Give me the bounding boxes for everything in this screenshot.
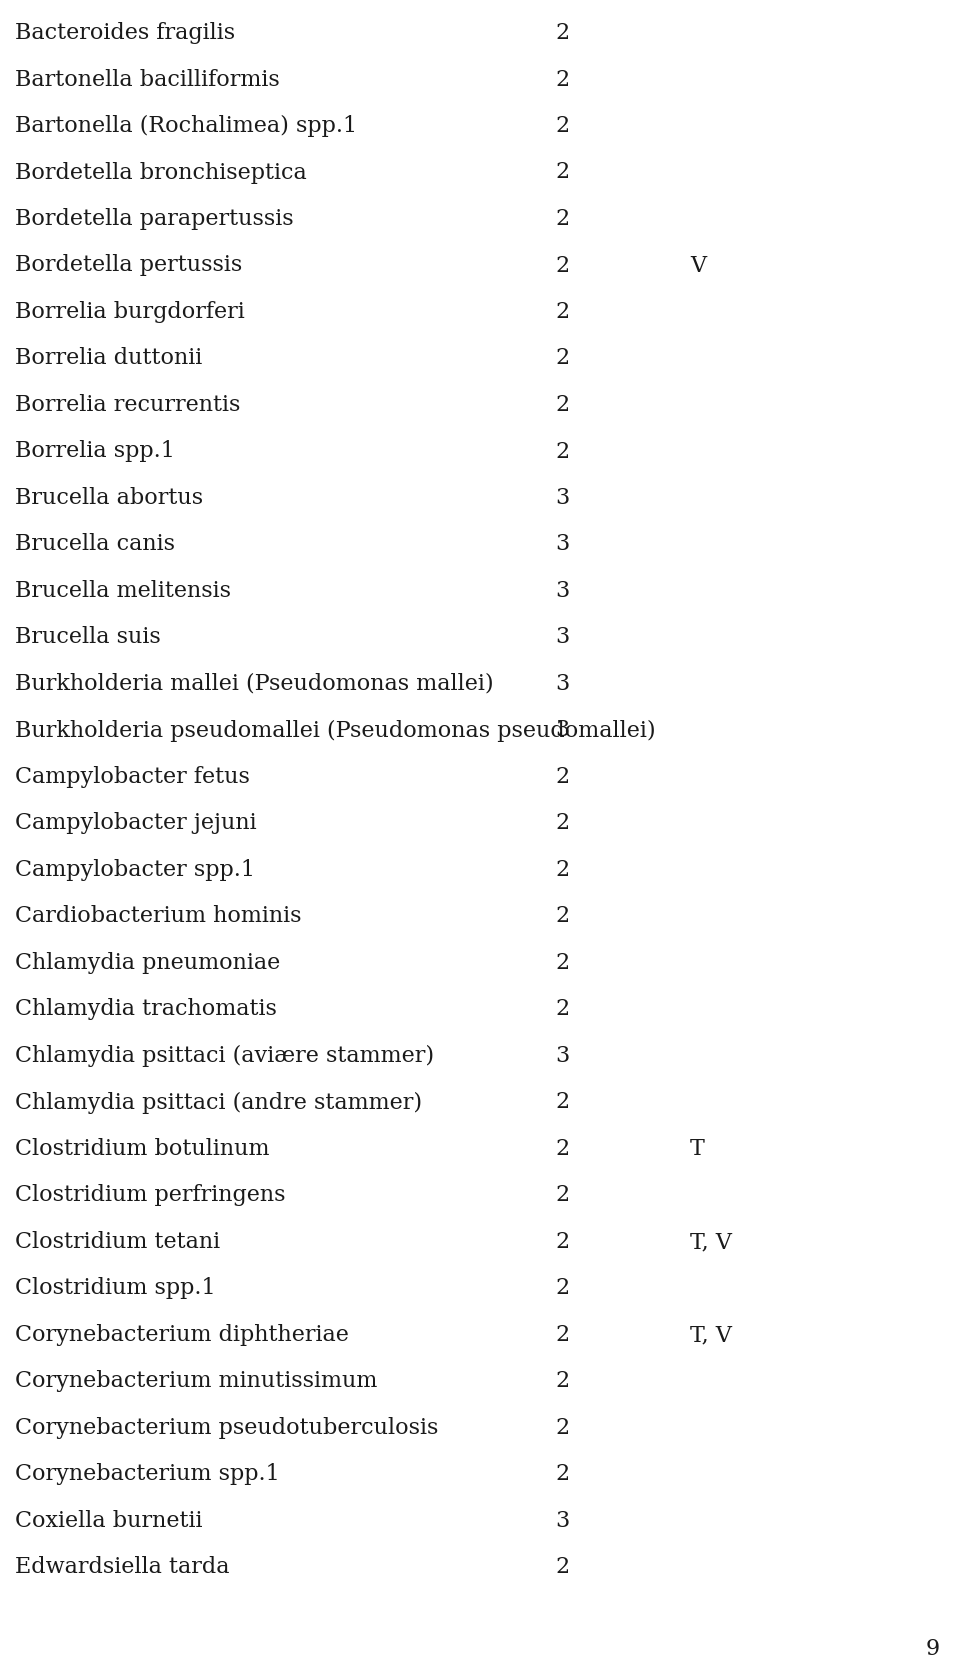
Text: 2: 2 [555,1137,569,1159]
Text: Brucella suis: Brucella suis [15,627,160,648]
Text: 2: 2 [555,858,569,880]
Text: 2: 2 [555,1184,569,1206]
Text: 2: 2 [555,1369,569,1391]
Text: 3: 3 [555,1509,569,1530]
Text: 3: 3 [555,580,569,601]
Text: 3: 3 [555,533,569,554]
Text: Campylobacter jejuni: Campylobacter jejuni [15,811,256,833]
Text: 2: 2 [555,1416,569,1438]
Text: 2: 2 [555,1324,569,1346]
Text: 9: 9 [925,1636,940,1660]
Text: Corynebacterium pseudotuberculosis: Corynebacterium pseudotuberculosis [15,1416,439,1438]
Text: 2: 2 [555,440,569,462]
Text: 2: 2 [555,161,569,183]
Text: 2: 2 [555,906,569,927]
Text: 3: 3 [555,1045,569,1067]
Text: Clostridium perfringens: Clostridium perfringens [15,1184,285,1206]
Text: Clostridium spp.1: Clostridium spp.1 [15,1277,216,1299]
Text: 3: 3 [555,627,569,648]
Text: 2: 2 [555,1090,569,1112]
Text: Corynebacterium minutissimum: Corynebacterium minutissimum [15,1369,377,1391]
Text: Corynebacterium spp.1: Corynebacterium spp.1 [15,1463,279,1485]
Text: 2: 2 [555,69,569,91]
Text: Brucella abortus: Brucella abortus [15,487,204,509]
Text: V: V [690,254,707,276]
Text: 2: 2 [555,254,569,276]
Text: 2: 2 [555,301,569,323]
Text: Campylobacter fetus: Campylobacter fetus [15,766,250,788]
Text: Bartonella bacilliformis: Bartonella bacilliformis [15,69,279,91]
Text: 2: 2 [555,1277,569,1299]
Text: T: T [690,1137,705,1159]
Text: Chlamydia pneumoniae: Chlamydia pneumoniae [15,951,280,973]
Text: Clostridium tetani: Clostridium tetani [15,1230,220,1252]
Text: Corynebacterium diphtheriae: Corynebacterium diphtheriae [15,1324,348,1346]
Text: 3: 3 [555,487,569,509]
Text: Chlamydia psittaci (andre stammer): Chlamydia psittaci (andre stammer) [15,1090,422,1112]
Text: Borrelia spp.1: Borrelia spp.1 [15,440,175,462]
Text: Chlamydia psittaci (aviære stammer): Chlamydia psittaci (aviære stammer) [15,1045,434,1067]
Text: Cardiobacterium hominis: Cardiobacterium hominis [15,906,301,927]
Text: Bordetella pertussis: Bordetella pertussis [15,254,242,276]
Text: Coxiella burnetii: Coxiella burnetii [15,1509,203,1530]
Text: 2: 2 [555,114,569,136]
Text: 2: 2 [555,208,569,230]
Text: Edwardsiella tarda: Edwardsiella tarda [15,1556,229,1578]
Text: Clostridium botulinum: Clostridium botulinum [15,1137,270,1159]
Text: T, V: T, V [690,1230,732,1252]
Text: 3: 3 [555,719,569,741]
Text: Borrelia duttonii: Borrelia duttonii [15,348,203,370]
Text: 2: 2 [555,1463,569,1485]
Text: 2: 2 [555,393,569,415]
Text: 2: 2 [555,811,569,833]
Text: Burkholderia mallei (Pseudomonas mallei): Burkholderia mallei (Pseudomonas mallei) [15,672,493,694]
Text: Borrelia burgdorferi: Borrelia burgdorferi [15,301,245,323]
Text: Bordetella parapertussis: Bordetella parapertussis [15,208,294,230]
Text: 2: 2 [555,766,569,788]
Text: Bartonella (Rochalimea) spp.1: Bartonella (Rochalimea) spp.1 [15,114,357,138]
Text: Bordetella bronchiseptica: Bordetella bronchiseptica [15,161,307,183]
Text: 2: 2 [555,998,569,1020]
Text: 2: 2 [555,348,569,370]
Text: T, V: T, V [690,1324,732,1346]
Text: Chlamydia trachomatis: Chlamydia trachomatis [15,998,276,1020]
Text: Brucella canis: Brucella canis [15,533,175,554]
Text: 3: 3 [555,672,569,694]
Text: Borrelia recurrentis: Borrelia recurrentis [15,393,240,415]
Text: Bacteroides fragilis: Bacteroides fragilis [15,22,235,44]
Text: 2: 2 [555,1556,569,1578]
Text: 2: 2 [555,1230,569,1252]
Text: Burkholderia pseudomallei (Pseudomonas pseudomallei): Burkholderia pseudomallei (Pseudomonas p… [15,719,656,741]
Text: 2: 2 [555,951,569,973]
Text: 2: 2 [555,22,569,44]
Text: Brucella melitensis: Brucella melitensis [15,580,231,601]
Text: Campylobacter spp.1: Campylobacter spp.1 [15,858,255,880]
